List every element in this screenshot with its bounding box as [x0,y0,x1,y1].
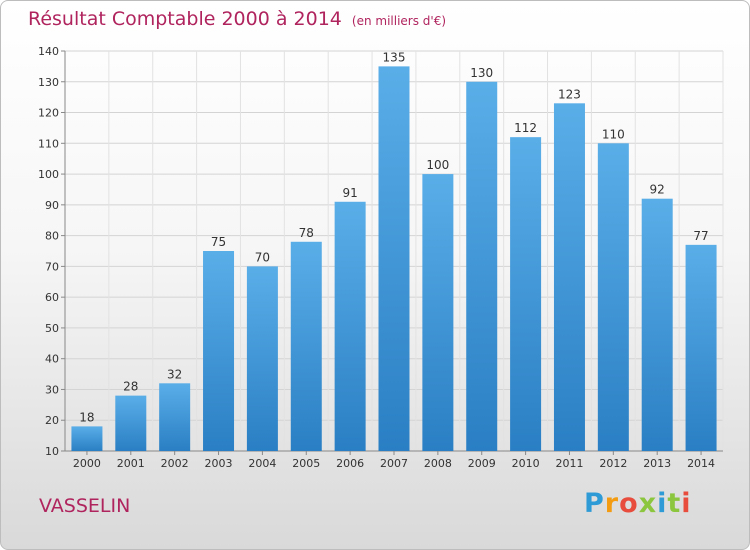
location-label: VASSELIN [39,495,131,517]
data-labels: 18 28 32 75 70 78 91 135 100 130 112 123 110 92 77 [79,50,708,424]
x-tick-label-2005: 2005 [292,457,320,470]
data-label-2009: 130 [470,66,493,80]
data-label-2014: 77 [693,229,708,243]
data-label-2007: 135 [383,50,406,64]
data-label-2004: 70 [255,250,270,264]
y-tick-label: 30 [45,383,59,396]
logo-letter: i [657,488,668,519]
bar-2006 [334,201,366,451]
bars [71,66,717,452]
logo-letter: P [584,488,605,519]
bar-2011 [553,103,585,452]
y-tick-label: 140 [38,45,59,58]
y-tick-label: 70 [45,260,59,273]
x-tick-label-2003: 2003 [205,457,233,470]
chart-title-text: Résultat Comptable 2000 à 2014 [28,8,342,30]
chart-subtitle: (en milliers d'€) [351,14,447,28]
y-tick-label: 60 [45,291,59,304]
bar-2004 [246,266,278,451]
x-tick-label-2001: 2001 [117,457,145,470]
data-label-2013: 92 [650,183,665,197]
data-label-2005: 78 [299,226,314,240]
x-tick-label-2009: 2009 [468,457,496,470]
x-tick-label-2002: 2002 [161,457,189,470]
data-label-2011: 123 [558,87,581,101]
y-tick-label: 130 [38,76,59,89]
x-tick-label-2007: 2007 [380,457,408,470]
data-label-2006: 91 [342,186,357,200]
logo-letter: t [667,488,682,519]
bar-chart: 10 20 30 40 50 60 70 80 90 100 110 120 130 140 2000 200… [38,45,724,470]
y-tick-label: 40 [45,353,59,366]
x-tick-label-2006: 2006 [336,457,364,470]
data-label-2008: 100 [426,158,449,172]
bar-2008 [422,174,454,452]
x-tick-label-2008: 2008 [424,457,452,470]
data-label-2002: 32 [167,367,182,381]
x-tick-label-2012: 2012 [599,457,627,470]
x-tick-label-2004: 2004 [248,457,276,470]
y-tick-label: 20 [45,414,59,427]
x-tick-label-2014: 2014 [687,457,715,470]
y-tick-label: 50 [45,322,59,335]
y-tick-label: 100 [38,168,59,181]
y-tick-label: 120 [38,107,59,120]
data-label-2010: 112 [514,121,537,135]
bar-2003 [203,251,235,451]
bar-2012 [597,143,629,452]
y-tick-label: 10 [45,445,59,458]
x-tick-label-2000: 2000 [73,457,101,470]
data-label-2000: 18 [79,410,94,424]
bar-2002 [159,383,191,451]
data-label-2012: 110 [602,127,625,141]
bar-2005 [290,241,322,451]
proxiti-logo[interactable]: Proxiti [584,488,692,519]
logo-letter: i [681,488,692,519]
bar-2010 [510,137,542,451]
chart-title: Résultat Comptable 2000 à 2014 (en millie… [28,8,446,30]
bar-2009 [466,81,498,452]
data-label-2001: 28 [123,380,138,394]
bar-2014 [685,244,717,451]
logo-letter: x [638,488,658,519]
bar-2000 [71,426,103,451]
data-label-2003: 75 [211,235,226,249]
y-tick-label: 90 [45,199,59,212]
x-tick-label-2013: 2013 [643,457,671,470]
logo-letter: o [619,488,639,519]
x-tick-label-2011: 2011 [555,457,583,470]
y-tick-label: 80 [45,230,59,243]
y-tick-label: 110 [38,137,59,150]
bar-2007 [378,66,410,451]
bar-2001 [115,395,147,451]
bar-2013 [641,198,673,451]
x-tick-label-2010: 2010 [512,457,540,470]
logo-letter: r [604,488,620,519]
